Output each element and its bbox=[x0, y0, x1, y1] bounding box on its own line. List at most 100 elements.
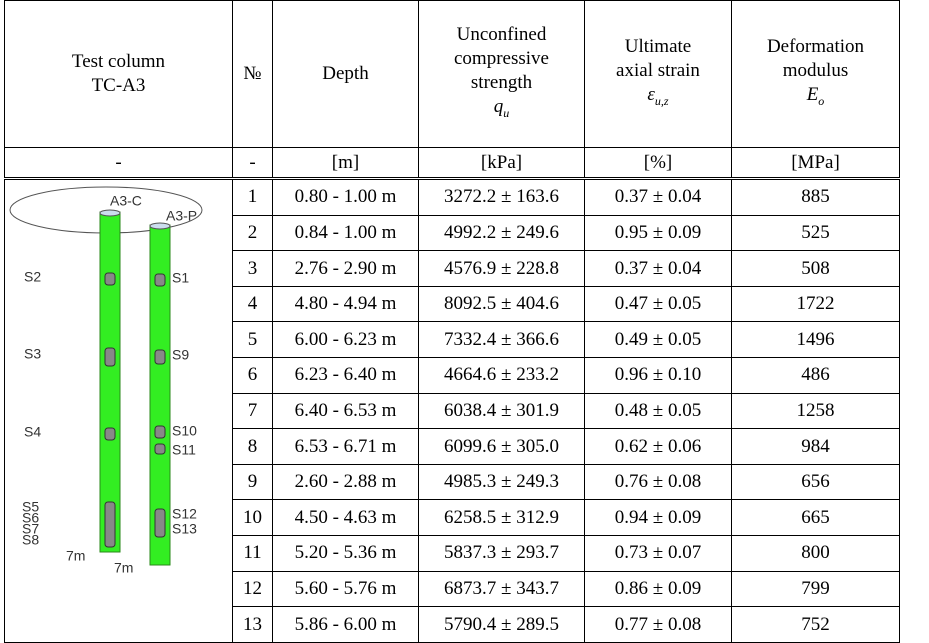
units-row: - - [m] [kPa] [%] [MPa] bbox=[4, 147, 900, 180]
symbol: ε bbox=[647, 84, 655, 106]
cell: 4 bbox=[232, 285, 273, 323]
diagram-label: S5 bbox=[22, 499, 39, 515]
cell: 1496 bbox=[731, 321, 900, 359]
cell: 6099.6 ± 305.0 bbox=[418, 428, 585, 465]
cell: 2 bbox=[232, 214, 273, 252]
header-symbol: qu bbox=[419, 95, 584, 125]
cell: 10 bbox=[232, 499, 273, 537]
data-row: 10 4.50 - 4.63 m 6258.5 ± 312.9 0.94 ± 0.09… bbox=[5, 499, 900, 537]
unit-cell: [kPa] bbox=[418, 147, 585, 180]
column-top bbox=[149, 222, 170, 230]
cell: 0.86 ± 0.09 bbox=[584, 570, 732, 608]
cell: 1722 bbox=[731, 285, 900, 323]
data-row: 12 5.60 - 5.76 m 6873.7 ± 343.7 0.86 ± 0.09… bbox=[5, 570, 900, 608]
cell: 3 bbox=[232, 250, 273, 287]
cell: 6 bbox=[232, 357, 273, 394]
cell: 4985.3 ± 249.3 bbox=[418, 463, 585, 501]
diagram-label: S3 bbox=[24, 346, 41, 362]
cell: 4664.6 ± 233.2 bbox=[418, 357, 585, 394]
symbol: E bbox=[806, 84, 819, 106]
cell: 5 bbox=[232, 321, 273, 359]
cell: 3272.2 ± 163.6 bbox=[418, 178, 585, 216]
cell: 0.95 ± 0.09 bbox=[584, 214, 732, 252]
diagram-label: S1 bbox=[172, 270, 189, 286]
data-row: A3-C A3-P S2 S1 S3 S9 S4 S10 S11 S5 S6 S7 S8 S12 S13 7m… bbox=[4, 178, 900, 643]
cell: 0.62 ± 0.06 bbox=[584, 428, 732, 465]
symbol: q bbox=[493, 96, 504, 118]
column-top bbox=[99, 209, 120, 217]
diagram-label: 7m bbox=[66, 548, 85, 564]
cell: 885 bbox=[731, 178, 900, 216]
cell: 6.00 - 6.23 m bbox=[272, 321, 419, 359]
cell: 0.77 ± 0.08 bbox=[584, 606, 732, 643]
unit-cell: - bbox=[4, 147, 233, 180]
diagram-cell: A3-C A3-P S2 S1 S3 S9 S4 S10 S11 S5 S6 S7 S8 S12 S13 7m… bbox=[4, 178, 233, 643]
diagram-label: S12 bbox=[172, 506, 197, 522]
cell: 799 bbox=[731, 570, 900, 608]
diagram-label: S11 bbox=[172, 442, 196, 458]
sample bbox=[154, 425, 165, 439]
cell: 2.60 - 2.88 m bbox=[272, 463, 419, 501]
data-row: 9 2.60 - 2.88 m 4985.3 ± 249.3 0.76 ± 0.08 6… bbox=[5, 463, 900, 501]
data-row: 2 0.84 - 1.00 m 4992.2 ± 249.6 0.95 ± 0.09 5… bbox=[5, 214, 900, 252]
diagram-label: S9 bbox=[172, 347, 189, 363]
cell: 6.23 - 6.40 m bbox=[272, 357, 419, 394]
cell: 6.40 - 6.53 m bbox=[272, 392, 419, 430]
header-cell: Deformation modulus Eo bbox=[731, 0, 900, 148]
data-row: 4 4.80 - 4.94 m 8092.5 ± 404.6 0.47 ± 0.05 1… bbox=[5, 285, 900, 323]
cell: 4.80 - 4.94 m bbox=[272, 285, 419, 323]
cell: 800 bbox=[731, 535, 900, 572]
diagram-label: A3-P bbox=[166, 208, 197, 224]
header-line: Depth bbox=[322, 63, 369, 84]
cell: 5.60 - 5.76 m bbox=[272, 570, 419, 608]
sample bbox=[154, 508, 165, 538]
cell: 752 bbox=[731, 606, 900, 643]
cell: 486 bbox=[731, 357, 900, 394]
table-body: Test column TC-A3 № Depth Unconfined compress… bbox=[4, 0, 900, 643]
cell: 13 bbox=[232, 606, 273, 643]
cell: 11 bbox=[232, 535, 273, 572]
data-table: Test column TC-A3 № Depth Unconfined compress… bbox=[4, 0, 900, 643]
header-line: strength bbox=[470, 72, 533, 94]
header-cell: Test column TC-A3 bbox=[4, 0, 233, 148]
cell: 5790.4 ± 289.5 bbox=[418, 606, 585, 643]
sample bbox=[154, 349, 165, 365]
subscript: u,z bbox=[654, 93, 669, 108]
column-a3c bbox=[99, 211, 120, 553]
cell: 0.84 - 1.00 m bbox=[272, 214, 419, 252]
cell: 656 bbox=[731, 463, 900, 501]
cell: 5.20 - 5.36 m bbox=[272, 535, 419, 572]
data-row: 5 6.00 - 6.23 m 7332.4 ± 366.6 0.49 ± 0.05 1… bbox=[5, 321, 900, 359]
cell: 508 bbox=[731, 250, 900, 287]
header-line: modulus bbox=[782, 60, 849, 82]
cell: 0.47 ± 0.05 bbox=[584, 285, 732, 323]
diagram-label: A3-C bbox=[110, 193, 142, 209]
cell: 6038.4 ± 301.9 bbox=[418, 392, 585, 430]
cell: 1258 bbox=[731, 392, 900, 430]
cell: 8 bbox=[232, 428, 273, 465]
cell: 4576.9 ± 228.8 bbox=[418, 250, 585, 287]
header-cell: Depth bbox=[272, 0, 419, 148]
cell: 12 bbox=[232, 570, 273, 608]
data-row: 6 6.23 - 6.40 m 4664.6 ± 233.2 0.96 ± 0.10 4… bbox=[5, 357, 900, 394]
sample bbox=[104, 427, 115, 441]
cell: 0.80 - 1.00 m bbox=[272, 178, 419, 216]
subscript: o bbox=[818, 93, 825, 108]
cell: 6.53 - 6.71 m bbox=[272, 428, 419, 465]
cell: 8092.5 ± 404.6 bbox=[418, 285, 585, 323]
sample bbox=[154, 443, 165, 455]
subscript: u bbox=[503, 105, 510, 120]
header-line: Test column bbox=[71, 51, 166, 72]
cell: 984 bbox=[731, 428, 900, 465]
cell: 7332.4 ± 366.6 bbox=[418, 321, 585, 359]
sample bbox=[154, 273, 165, 287]
cell: 9 bbox=[232, 463, 273, 501]
data-row: 7 6.40 - 6.53 m 6038.4 ± 301.9 0.48 ± 0.05 1… bbox=[5, 392, 900, 430]
cell: 0.94 ± 0.09 bbox=[584, 499, 732, 537]
diagram-label: S8 bbox=[22, 532, 39, 548]
cell: 0.37 ± 0.04 bbox=[584, 178, 732, 216]
cell: 6258.5 ± 312.9 bbox=[418, 499, 585, 537]
diagram-label: S10 bbox=[172, 423, 197, 439]
cell: 0.37 ± 0.04 bbox=[584, 250, 732, 287]
